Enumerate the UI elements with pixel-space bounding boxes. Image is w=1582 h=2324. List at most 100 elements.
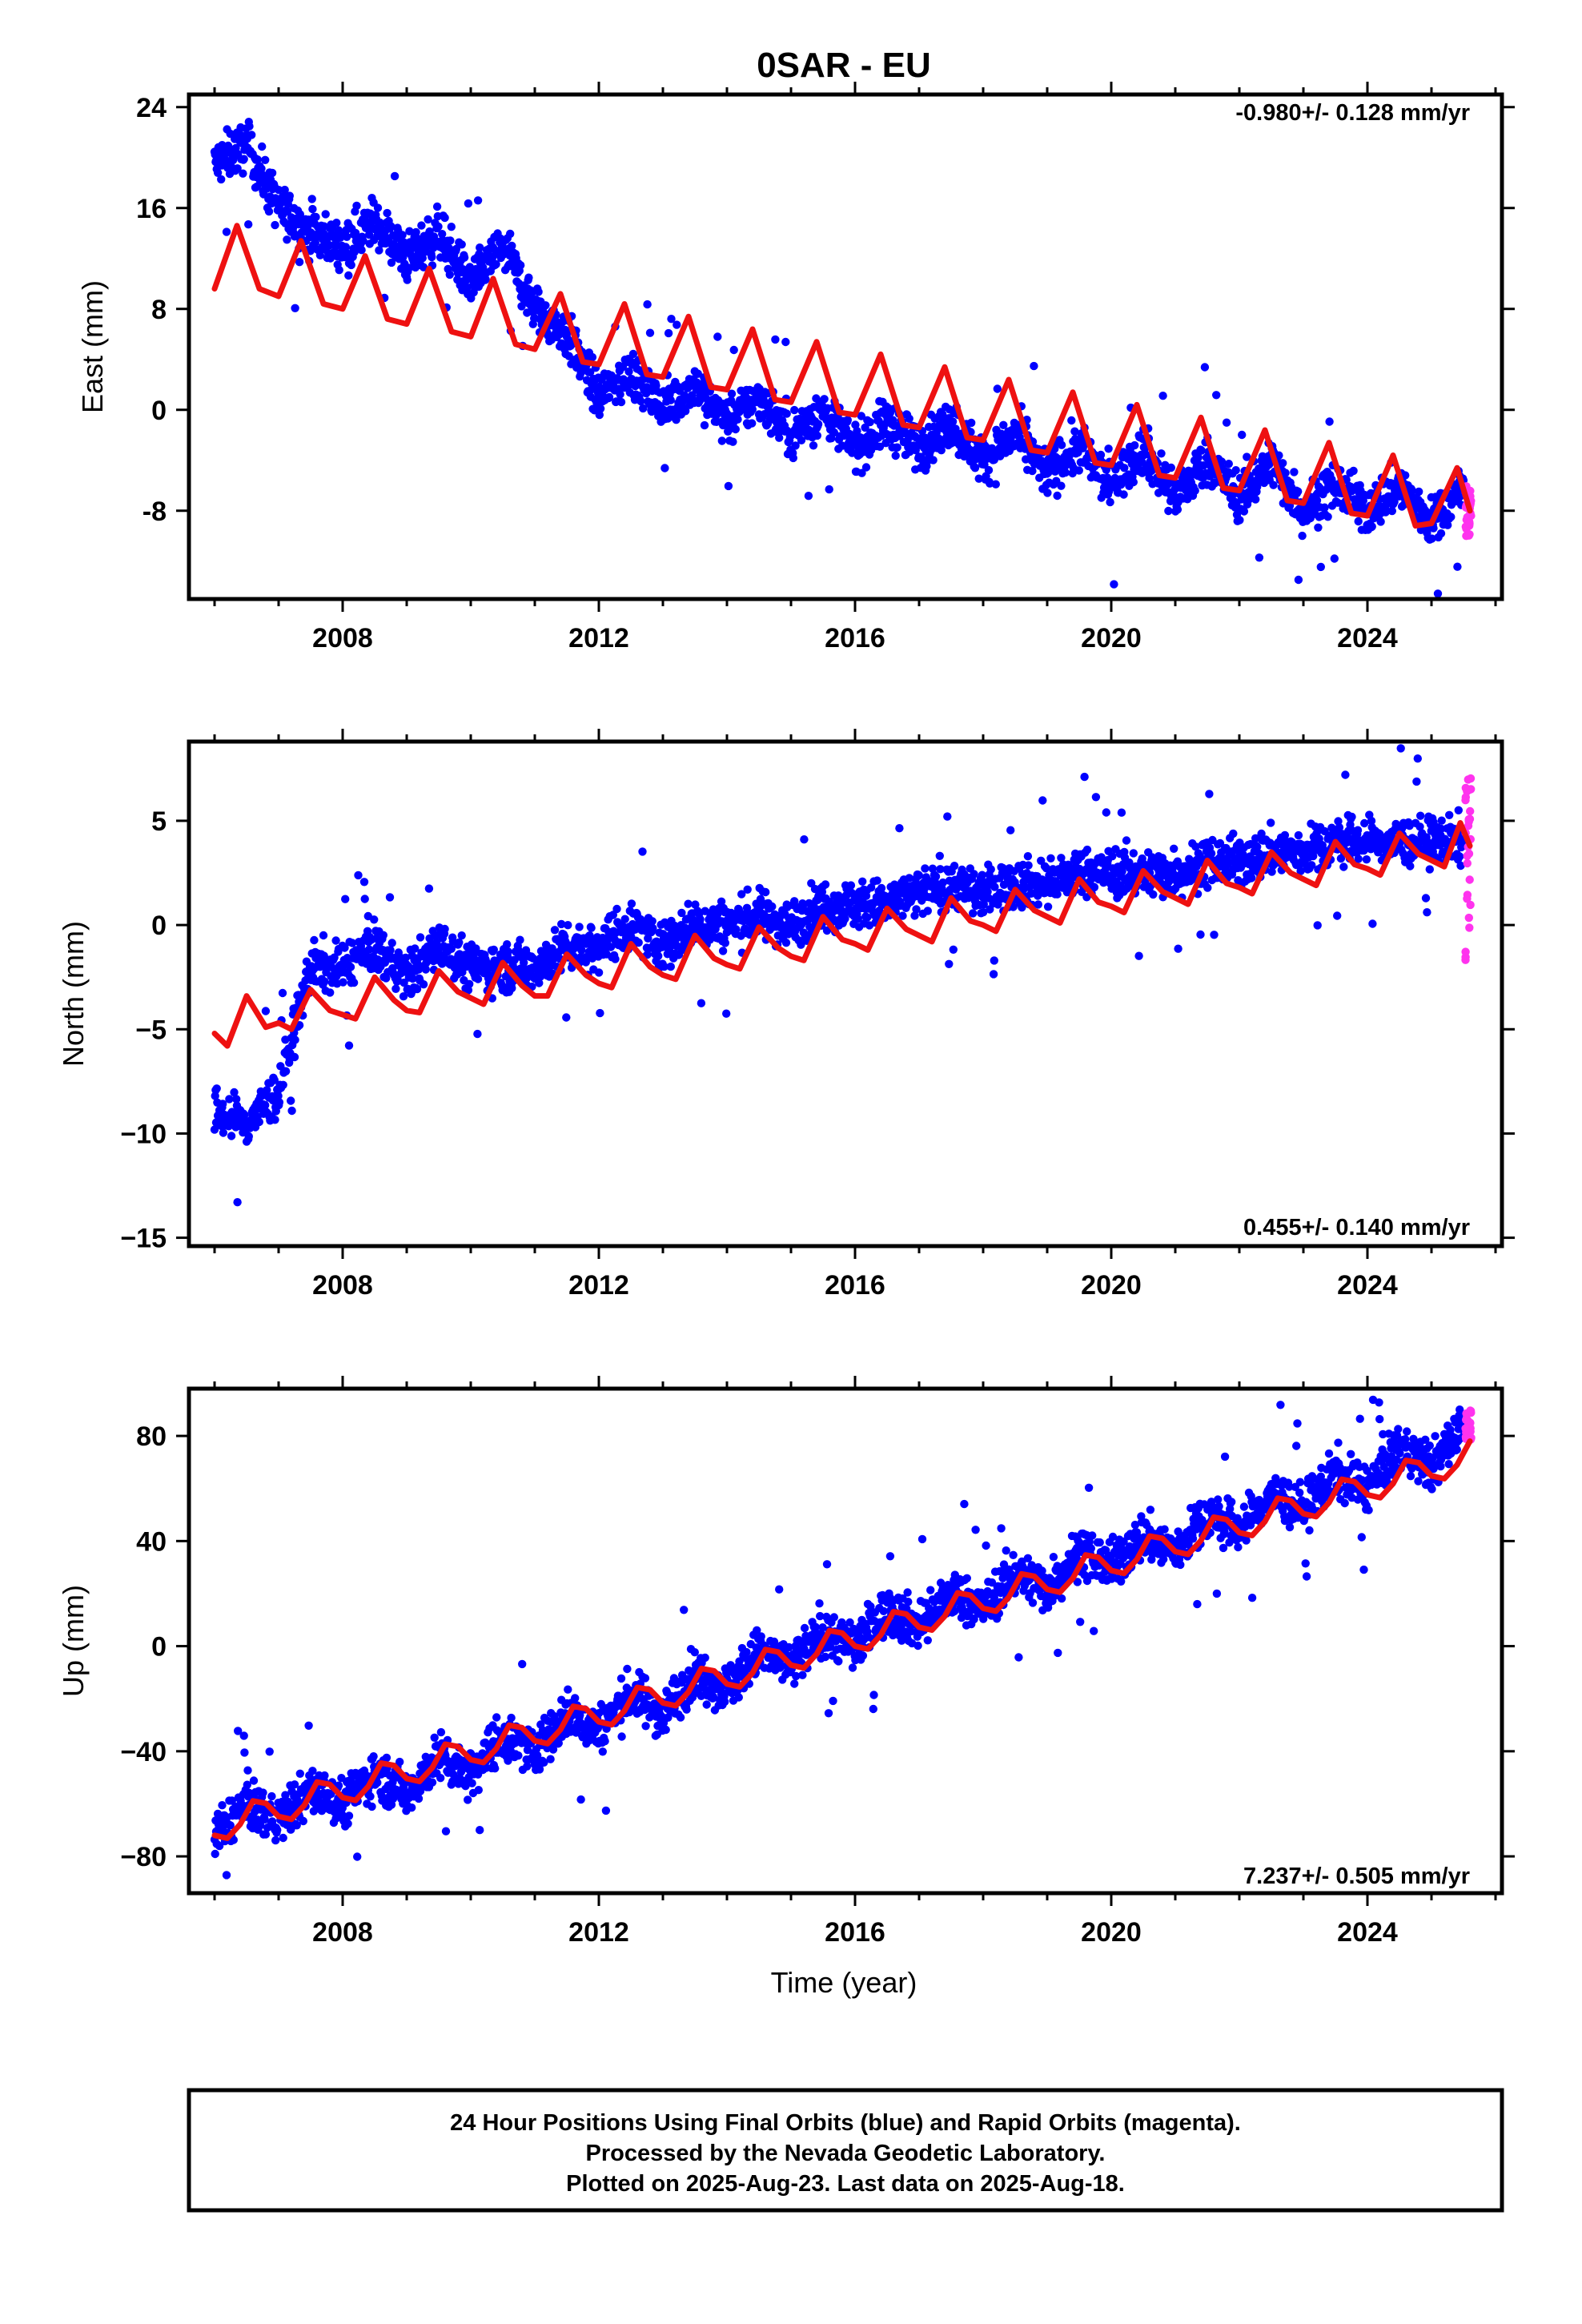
final-orbit-point <box>1197 446 1207 455</box>
final-orbit-point <box>417 221 426 230</box>
final-orbit-point <box>379 931 387 940</box>
rapid-orbit-points <box>1461 774 1476 964</box>
final-orbit-point <box>721 939 729 947</box>
final-orbit-point <box>267 168 277 178</box>
final-orbit-point <box>588 352 597 362</box>
final-orbit-point <box>914 871 924 880</box>
final-orbit-point <box>979 907 988 917</box>
final-orbit-point <box>729 437 737 446</box>
final-orbit-point <box>1325 417 1334 426</box>
x-tick-label: 2008 <box>312 1270 373 1301</box>
final-orbit-point <box>1043 903 1053 911</box>
final-orbit-point <box>809 441 818 450</box>
final-orbit-point <box>307 195 316 203</box>
final-orbit-point <box>1347 812 1356 822</box>
final-orbit-point <box>841 915 849 923</box>
final-orbit-point <box>672 416 681 424</box>
final-orbit-point <box>408 974 417 983</box>
final-orbit-point <box>222 1871 231 1880</box>
final-orbit-point <box>979 900 989 909</box>
final-orbit-point <box>217 175 226 184</box>
final-orbit-point <box>1353 826 1363 834</box>
rapid-orbit-point <box>1465 785 1474 794</box>
final-orbit-point <box>929 456 938 464</box>
final-orbit-point <box>1057 440 1066 449</box>
final-orbit-point <box>639 404 648 413</box>
final-orbit-point <box>748 405 757 414</box>
rate-label: -0.980+/- 0.128 mm/yr <box>1235 100 1470 126</box>
x-tick-label: 2024 <box>1337 623 1398 653</box>
figure-title: 0SAR - EU <box>757 46 931 85</box>
final-orbit-point <box>1057 481 1066 490</box>
final-orbit-point <box>922 461 931 471</box>
final-orbit-point <box>222 227 231 236</box>
final-orbit-point <box>421 965 430 974</box>
final-orbit-point <box>731 424 740 434</box>
final-orbit-point <box>1174 944 1182 953</box>
final-orbit-point <box>309 1807 318 1815</box>
plot-frame <box>187 92 1504 601</box>
final-orbit-point <box>259 1788 267 1797</box>
final-orbit-point <box>343 232 351 241</box>
final-orbit-point <box>638 847 647 856</box>
final-orbit-point <box>634 938 643 947</box>
final-orbit-point <box>1335 823 1344 832</box>
final-orbit-point <box>666 962 675 971</box>
y-tick-label: 5 <box>151 806 167 837</box>
final-orbit-point <box>244 1132 253 1141</box>
final-orbit-point <box>1294 575 1303 585</box>
final-orbit-point <box>1413 754 1423 763</box>
final-orbit-points <box>210 1389 1468 1908</box>
final-orbit-point <box>645 328 655 337</box>
plot-area <box>210 1389 1476 1908</box>
final-orbit-point <box>825 485 833 494</box>
final-orbit-point <box>1437 816 1446 825</box>
final-orbit-point <box>225 1900 233 1908</box>
final-orbit-point <box>390 171 400 181</box>
final-orbit-points <box>210 744 1468 1207</box>
final-orbit-point <box>648 917 656 926</box>
final-orbit-point <box>516 261 525 270</box>
final-orbit-point <box>508 983 516 993</box>
final-orbit-point <box>295 1769 304 1778</box>
final-orbit-point <box>340 943 349 952</box>
final-orbit-point <box>1307 861 1316 870</box>
final-orbit-point <box>1199 461 1208 470</box>
model-curve <box>211 820 1473 1049</box>
final-orbit-point <box>460 253 469 262</box>
final-orbit-point <box>387 939 396 947</box>
final-orbit-point <box>1038 796 1047 805</box>
final-orbit-point <box>990 956 999 965</box>
final-orbit-point <box>636 396 645 406</box>
final-orbit-point <box>1090 883 1099 892</box>
final-orbit-point <box>291 1035 299 1044</box>
final-orbit-point <box>1222 418 1231 427</box>
final-orbit-point <box>1129 477 1138 487</box>
final-orbit-point <box>1074 466 1084 475</box>
plot-area <box>210 118 1476 598</box>
final-orbit-point <box>319 931 328 940</box>
final-orbit-point <box>550 926 560 935</box>
final-orbit-point <box>271 1116 279 1124</box>
final-orbit-point <box>677 908 686 918</box>
final-orbit-point <box>287 1106 296 1116</box>
final-orbit-point <box>398 231 407 239</box>
final-orbit-point <box>616 397 626 407</box>
final-orbit-point <box>455 938 464 947</box>
final-orbit-point <box>912 905 921 914</box>
final-orbit-point <box>984 465 994 475</box>
final-orbit-point <box>1235 516 1244 525</box>
final-orbit-point <box>1436 824 1446 834</box>
final-orbit-point <box>432 202 442 211</box>
final-orbit-point <box>717 897 726 907</box>
final-orbit-point <box>1096 450 1106 460</box>
rapid-orbit-point <box>1461 947 1470 956</box>
final-orbit-point <box>616 390 624 399</box>
final-orbit-point <box>873 876 881 885</box>
final-orbit-point <box>1122 836 1131 845</box>
final-orbit-point <box>1134 951 1143 960</box>
final-orbit-point <box>303 222 312 231</box>
final-orbit-point <box>304 1721 313 1730</box>
final-orbit-point <box>713 332 722 341</box>
